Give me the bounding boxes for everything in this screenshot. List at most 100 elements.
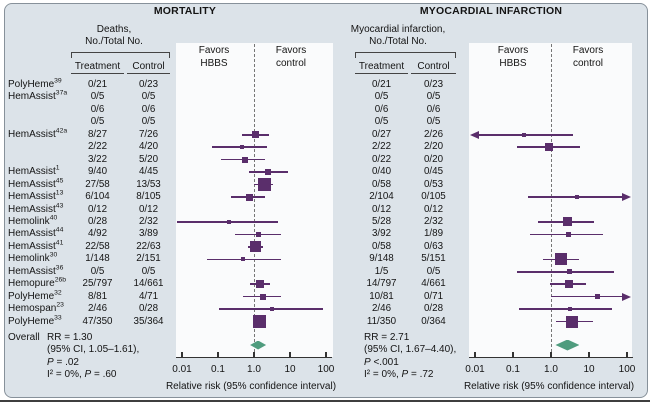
mortality-plot-area bbox=[176, 43, 333, 357]
ci-line bbox=[551, 295, 622, 298]
study-label: HemAssist44 bbox=[8, 227, 64, 240]
rr-marker bbox=[249, 241, 261, 253]
study-label: HemAssist1 bbox=[8, 164, 60, 178]
control-value: 1/89 bbox=[423, 228, 444, 240]
control-value: 0/28 bbox=[138, 303, 159, 315]
rr-marker bbox=[545, 143, 554, 152]
ci-line bbox=[517, 270, 614, 273]
control-value: 2/32 bbox=[423, 215, 444, 227]
rr-marker bbox=[265, 169, 271, 176]
x-axis-tick-label: 0.1 bbox=[506, 364, 520, 375]
rr-marker bbox=[256, 280, 265, 289]
treatment-value: 0/58 bbox=[371, 178, 392, 190]
rr-marker bbox=[252, 315, 266, 329]
control-value: 0/23 bbox=[138, 79, 159, 90]
x-axis-tick bbox=[626, 352, 628, 357]
mortality-treatment-column-header: Treatment bbox=[71, 61, 124, 74]
treatment-value: 0/12 bbox=[87, 203, 108, 215]
control-value: 0/12 bbox=[423, 203, 444, 215]
ci-arrow-right bbox=[622, 193, 631, 202]
rr-marker bbox=[241, 257, 246, 262]
treatment-value: 25/797 bbox=[82, 278, 113, 290]
study-label: HemAssist45 bbox=[8, 177, 64, 190]
rr-marker bbox=[574, 195, 579, 200]
rr-marker bbox=[257, 178, 271, 192]
mortality-favors-hbbs-label: Favors HBBS bbox=[198, 45, 230, 69]
treatment-value: 6/104 bbox=[85, 191, 110, 203]
ci-arrow-right bbox=[622, 292, 631, 301]
treatment-value: 0/12 bbox=[371, 203, 392, 215]
study-label: HemAssist37a bbox=[8, 90, 68, 103]
treatment-value: 14/797 bbox=[366, 278, 397, 290]
control-value: 0/6 bbox=[426, 103, 441, 115]
overall-diamond bbox=[555, 339, 580, 351]
control-value: 35/364 bbox=[133, 315, 164, 327]
control-value: 0/53 bbox=[423, 178, 444, 190]
overall-stat-line: P <.001 bbox=[364, 356, 399, 368]
treatment-value: 9/148 bbox=[369, 253, 394, 265]
control-value: 0/20 bbox=[423, 153, 444, 165]
control-value: 8/105 bbox=[136, 191, 161, 203]
control-value: 0/6 bbox=[141, 103, 156, 115]
control-value: 0/28 bbox=[423, 303, 444, 315]
treatment-value: 1/5 bbox=[374, 265, 389, 277]
x-axis-line bbox=[469, 357, 633, 359]
control-value: 4/71 bbox=[138, 290, 159, 302]
rr-marker bbox=[241, 156, 248, 163]
rr-marker bbox=[565, 315, 578, 328]
bottom-rule bbox=[0, 400, 650, 402]
x-axis-tick-label: 10 bbox=[583, 364, 595, 375]
control-value: 4/20 bbox=[138, 141, 159, 153]
treatment-value: 0/58 bbox=[371, 240, 392, 252]
control-value: 0/71 bbox=[423, 290, 444, 302]
study-label: HemAssist41 bbox=[8, 239, 64, 252]
study-label: Hemopure26b bbox=[8, 276, 67, 290]
control-value: 0/5 bbox=[426, 265, 441, 277]
x-axis-tick-label: 1.0 bbox=[544, 364, 558, 375]
mortality-control-column-header: Control bbox=[127, 61, 170, 74]
control-value: 2/20 bbox=[423, 141, 444, 153]
control-value: 0/105 bbox=[421, 191, 446, 203]
mortality-xaxis-label: Relative risk (95% confidence interval) bbox=[165, 381, 337, 392]
control-value: 7/26 bbox=[138, 128, 159, 140]
mi-treatment-column-header: Treatment bbox=[355, 61, 408, 74]
control-value: 0/12 bbox=[138, 203, 159, 215]
x-axis-tick bbox=[474, 352, 476, 357]
control-value: 0/45 bbox=[423, 166, 444, 178]
control-value: 0/23 bbox=[423, 79, 444, 90]
control-value: 4/45 bbox=[138, 166, 159, 178]
rr-marker bbox=[251, 131, 259, 139]
mortality-favors-control-label: Favors control bbox=[275, 45, 307, 69]
overall-stat-line: RR = 2.71 bbox=[364, 332, 410, 343]
control-value: 14/661 bbox=[133, 278, 164, 290]
control-value: 3/89 bbox=[138, 228, 159, 240]
treatment-value: 0/40 bbox=[371, 166, 392, 178]
treatment-value: 0/5 bbox=[374, 91, 389, 103]
x-axis-tick bbox=[550, 352, 552, 357]
rr-marker bbox=[566, 269, 572, 275]
mi-control-column-header: Control bbox=[411, 61, 456, 74]
rr-marker bbox=[226, 219, 231, 224]
treatment-value: 9/40 bbox=[87, 166, 108, 178]
overall-stat-line: P = .02 bbox=[47, 356, 79, 368]
treatment-value: 2/104 bbox=[369, 191, 394, 203]
control-value: 4/661 bbox=[421, 278, 446, 290]
x-axis-tick-label: 100 bbox=[618, 364, 636, 375]
mi-xaxis-label: Relative risk (95% confidence interval) bbox=[463, 381, 635, 392]
treatment-value: 2/46 bbox=[371, 303, 392, 315]
mortality-columns-bracket bbox=[71, 52, 170, 58]
treatment-value: 10/81 bbox=[369, 290, 394, 302]
x-axis-tick bbox=[253, 352, 255, 357]
treatment-value: 2/46 bbox=[87, 303, 108, 315]
rr-marker bbox=[239, 145, 244, 150]
control-value: 0/63 bbox=[423, 240, 444, 252]
treatment-value: 5/28 bbox=[371, 215, 392, 227]
treatment-value: 0/5 bbox=[374, 116, 389, 128]
overall-row-label: Overall bbox=[8, 332, 40, 343]
x-axis-tick bbox=[588, 352, 590, 357]
x-axis-tick bbox=[325, 352, 327, 357]
mortality-title: MORTALITY bbox=[153, 5, 217, 17]
treatment-value: 0/21 bbox=[371, 79, 392, 90]
x-axis-tick-label: 0.1 bbox=[211, 364, 225, 375]
